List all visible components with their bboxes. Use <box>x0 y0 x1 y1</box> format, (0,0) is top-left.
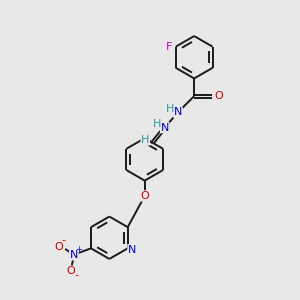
Text: H: H <box>141 135 149 145</box>
Text: -: - <box>61 235 65 245</box>
Text: O: O <box>66 266 75 276</box>
Text: H: H <box>153 119 161 129</box>
Text: +: + <box>75 245 82 254</box>
Text: O: O <box>140 191 149 201</box>
Text: O: O <box>55 242 64 252</box>
Text: N: N <box>160 123 169 133</box>
Text: N: N <box>70 250 78 260</box>
Text: N: N <box>128 245 136 255</box>
Text: O: O <box>214 91 223 101</box>
Text: H: H <box>166 104 174 114</box>
Text: -: - <box>74 270 78 280</box>
Text: F: F <box>166 42 172 52</box>
Text: N: N <box>174 107 182 117</box>
